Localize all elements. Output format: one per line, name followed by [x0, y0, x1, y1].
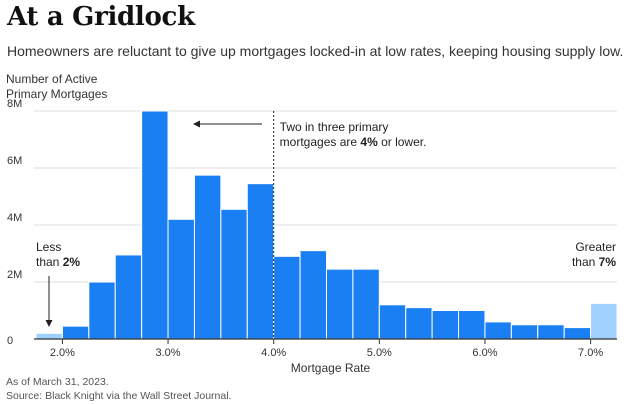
- chart-subtitle: Homeowners are reluctant to give up mort…: [7, 43, 624, 59]
- bar: [220, 208, 248, 340]
- y-tick-label: 2M: [7, 269, 22, 281]
- y-axis-label: Number of Active Primary Mortgages: [6, 72, 116, 102]
- bar: [352, 268, 380, 340]
- left-arrow-head: [193, 120, 200, 128]
- bar: [431, 310, 460, 340]
- axes: 0 2M 4M 6M 8M 2.0% 3.0% 4.0% 5.0% 6.0% 7.0% Mortgag…: [7, 98, 617, 375]
- annotation-right-line-1: Greater: [575, 240, 616, 254]
- bar: [405, 307, 433, 340]
- bar: [563, 327, 592, 340]
- bar: [246, 183, 275, 340]
- y-axis-label-line-2: Primary Mortgages: [6, 87, 108, 101]
- bar: [510, 324, 539, 340]
- footnote-source: Source: Black Knight via the Wall Street…: [6, 390, 232, 402]
- x-tick-label: 6.0%: [472, 347, 497, 359]
- annotation-left-line-1: Less: [36, 240, 61, 254]
- bar: [458, 310, 486, 340]
- bar: [378, 304, 407, 340]
- y-tick-label: 8M: [7, 98, 22, 110]
- y-tick-label: 6M: [7, 155, 22, 167]
- bar: [193, 174, 222, 340]
- x-tick-label: 5.0%: [367, 347, 392, 359]
- bar: [88, 281, 116, 340]
- x-tick-label: 2.0%: [50, 347, 75, 359]
- bar: [273, 255, 301, 340]
- y-axis-label-line-1: Number of Active: [6, 72, 98, 86]
- bar: [35, 332, 63, 340]
- down-arrow-left-head: [45, 320, 53, 327]
- bar: [484, 321, 512, 340]
- x-axis-label: Mortgage Rate: [291, 361, 371, 375]
- annotation-middle-line-1: Two in three primary: [280, 120, 389, 134]
- bar: [590, 302, 618, 340]
- annotation-right-line-2: than 7%: [572, 255, 616, 269]
- y-tick-label: 4M: [7, 212, 22, 224]
- y-tick-label: 0: [7, 335, 13, 347]
- bar: [326, 268, 354, 340]
- x-tick-label: 4.0%: [261, 347, 286, 359]
- footnote-date: As of March 31, 2023.: [6, 376, 109, 388]
- annotation-middle-line-2: mortgages are 4% or lower.: [280, 135, 427, 149]
- bar: [114, 254, 143, 340]
- bar: [167, 218, 195, 340]
- chart-title: At a Gridlock: [7, 2, 195, 32]
- bar: [61, 325, 90, 340]
- x-tick-label: 3.0%: [156, 347, 181, 359]
- x-tick-label: 7.0%: [578, 347, 603, 359]
- bar: [537, 324, 565, 340]
- footnote: As of March 31, 2023. Source: Black Knig…: [6, 375, 231, 403]
- bar: [141, 110, 169, 340]
- annotation-left-line-2: than 2%: [36, 255, 80, 269]
- bar: [299, 250, 328, 340]
- bars: [35, 110, 618, 340]
